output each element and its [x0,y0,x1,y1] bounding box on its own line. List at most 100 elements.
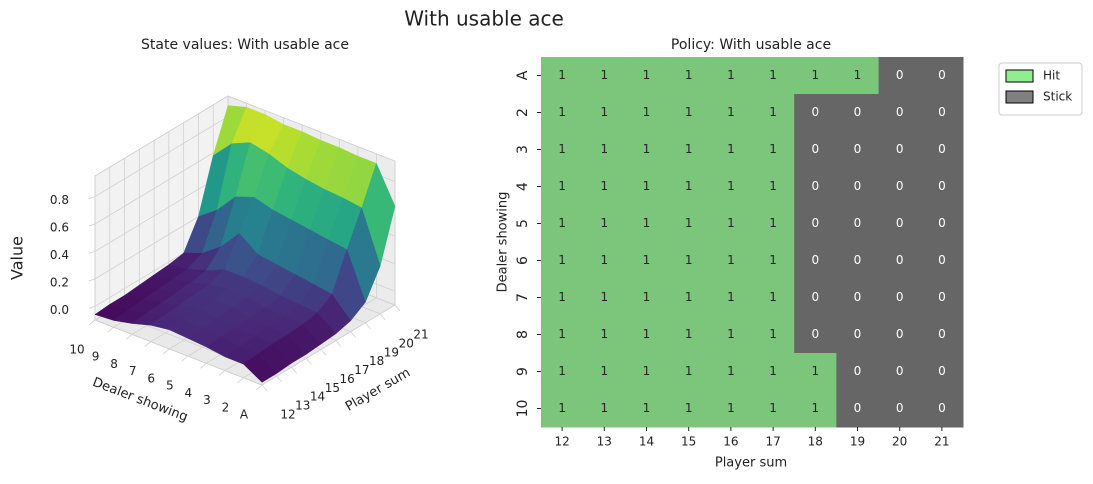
cell-label: 1 [769,290,777,304]
x-tick-label: 17 [354,363,369,377]
y-tick-label: 10 [69,343,84,357]
heatmap-cell [625,353,669,391]
heatmap-cell [836,390,880,428]
x-tick-label: 16 [723,435,738,449]
heatmap-cell [836,94,880,132]
x-tick-label: 15 [681,435,696,449]
cell-label: 0 [811,290,819,304]
cell-label: 0 [854,364,862,378]
cell-label: 0 [896,179,904,193]
cell-label: 0 [896,364,904,378]
y-axis-label: Dealer showing [90,375,189,425]
tick-mark [88,223,96,227]
cell-label: 1 [643,216,651,230]
cell-label: 0 [854,142,862,156]
cell-label: 1 [727,142,735,156]
y-tick-label: 7 [129,364,137,378]
heatmap-cell [541,316,584,354]
cell-label: 0 [854,216,862,230]
heatmap-cell [878,205,922,243]
cell-label: 0 [896,290,904,304]
x-tick-label: 14 [310,390,325,404]
tick-mark [306,358,312,365]
tick-mark [335,340,342,347]
y-tick-label: 7 [515,293,531,302]
cell-label: 0 [896,142,904,156]
heatmap-cell [583,316,626,354]
tick-mark [394,304,401,312]
tick-mark [261,384,268,392]
cell-label: 0 [938,105,946,119]
heatmap-cell [920,57,964,95]
heatmap-cell [541,242,584,280]
heatmap-cell [752,316,795,354]
cell-label: 0 [896,216,904,230]
cell-label: 1 [854,68,862,82]
cell-label: 0 [854,401,862,415]
heatmap-cell [583,205,626,243]
heatmap-cell [625,390,669,428]
cell-label: 1 [769,142,777,156]
cell-label: 1 [643,142,651,156]
cell-label: 1 [685,290,693,304]
tick-mark [181,355,189,362]
heatmap-cell [709,57,753,95]
tick-mark [320,349,327,356]
x-tick-label: 14 [639,435,654,449]
tick-mark [276,375,283,383]
heatmap-cell [836,205,880,243]
cell-label: 0 [811,253,819,267]
cell-label: 1 [600,364,608,378]
cell-label: 1 [685,327,693,341]
grid-line [94,171,229,252]
cell-label: 0 [896,68,904,82]
heatmap-cell [752,279,795,317]
cell-label: 1 [685,105,693,119]
heatmap-cell [920,168,964,206]
cell-label: 1 [558,401,566,415]
cell-label: 1 [643,364,651,378]
heatmap-cell [541,353,584,391]
heatmap-cell [709,168,753,206]
tick-mark [200,363,207,369]
heatmap-cell [541,57,584,95]
cell-label: 1 [769,327,777,341]
cell-label: 1 [558,142,566,156]
heatmap-cell [836,131,880,169]
x-tick-label: 13 [295,399,310,413]
cell-label: 1 [600,142,608,156]
y-tick-label: 5 [166,379,174,393]
x-tick-label: 17 [765,435,780,449]
grid-line [261,304,396,386]
cell-label: 1 [600,68,608,82]
heatmap-cell [583,168,626,206]
cell-label: 0 [811,142,819,156]
z-tick-label: 0.6 [50,221,69,235]
cell-label: 1 [727,364,735,378]
cell-label: 1 [727,401,735,415]
legend-label: Stick [1043,90,1072,104]
heatmap-cell [709,94,753,132]
cell-label: 1 [685,364,693,378]
tick-mark [88,319,96,326]
legend-label: Hit [1043,69,1060,83]
cell-label: 1 [643,179,651,193]
cell-label: 1 [600,253,608,267]
cell-label: 1 [727,216,735,230]
heatmap-cell [667,205,711,243]
y-tick-label: 6 [147,371,155,385]
cell-label: 1 [769,179,777,193]
heatmap-cell [667,57,711,95]
heatmap-cell [878,57,922,95]
y-tick-label: 2 [222,400,230,414]
legend-swatch [1005,69,1034,83]
y-tick-label: A [240,408,249,422]
y-tick-label: 4 [185,386,193,400]
cell-label: 1 [769,364,777,378]
cell-label: 0 [938,142,946,156]
cell-label: 1 [643,105,651,119]
heatmap-cell [541,205,584,243]
cell-label: 0 [938,327,946,341]
heatmap-cell [583,353,626,391]
cell-label: 1 [558,327,566,341]
